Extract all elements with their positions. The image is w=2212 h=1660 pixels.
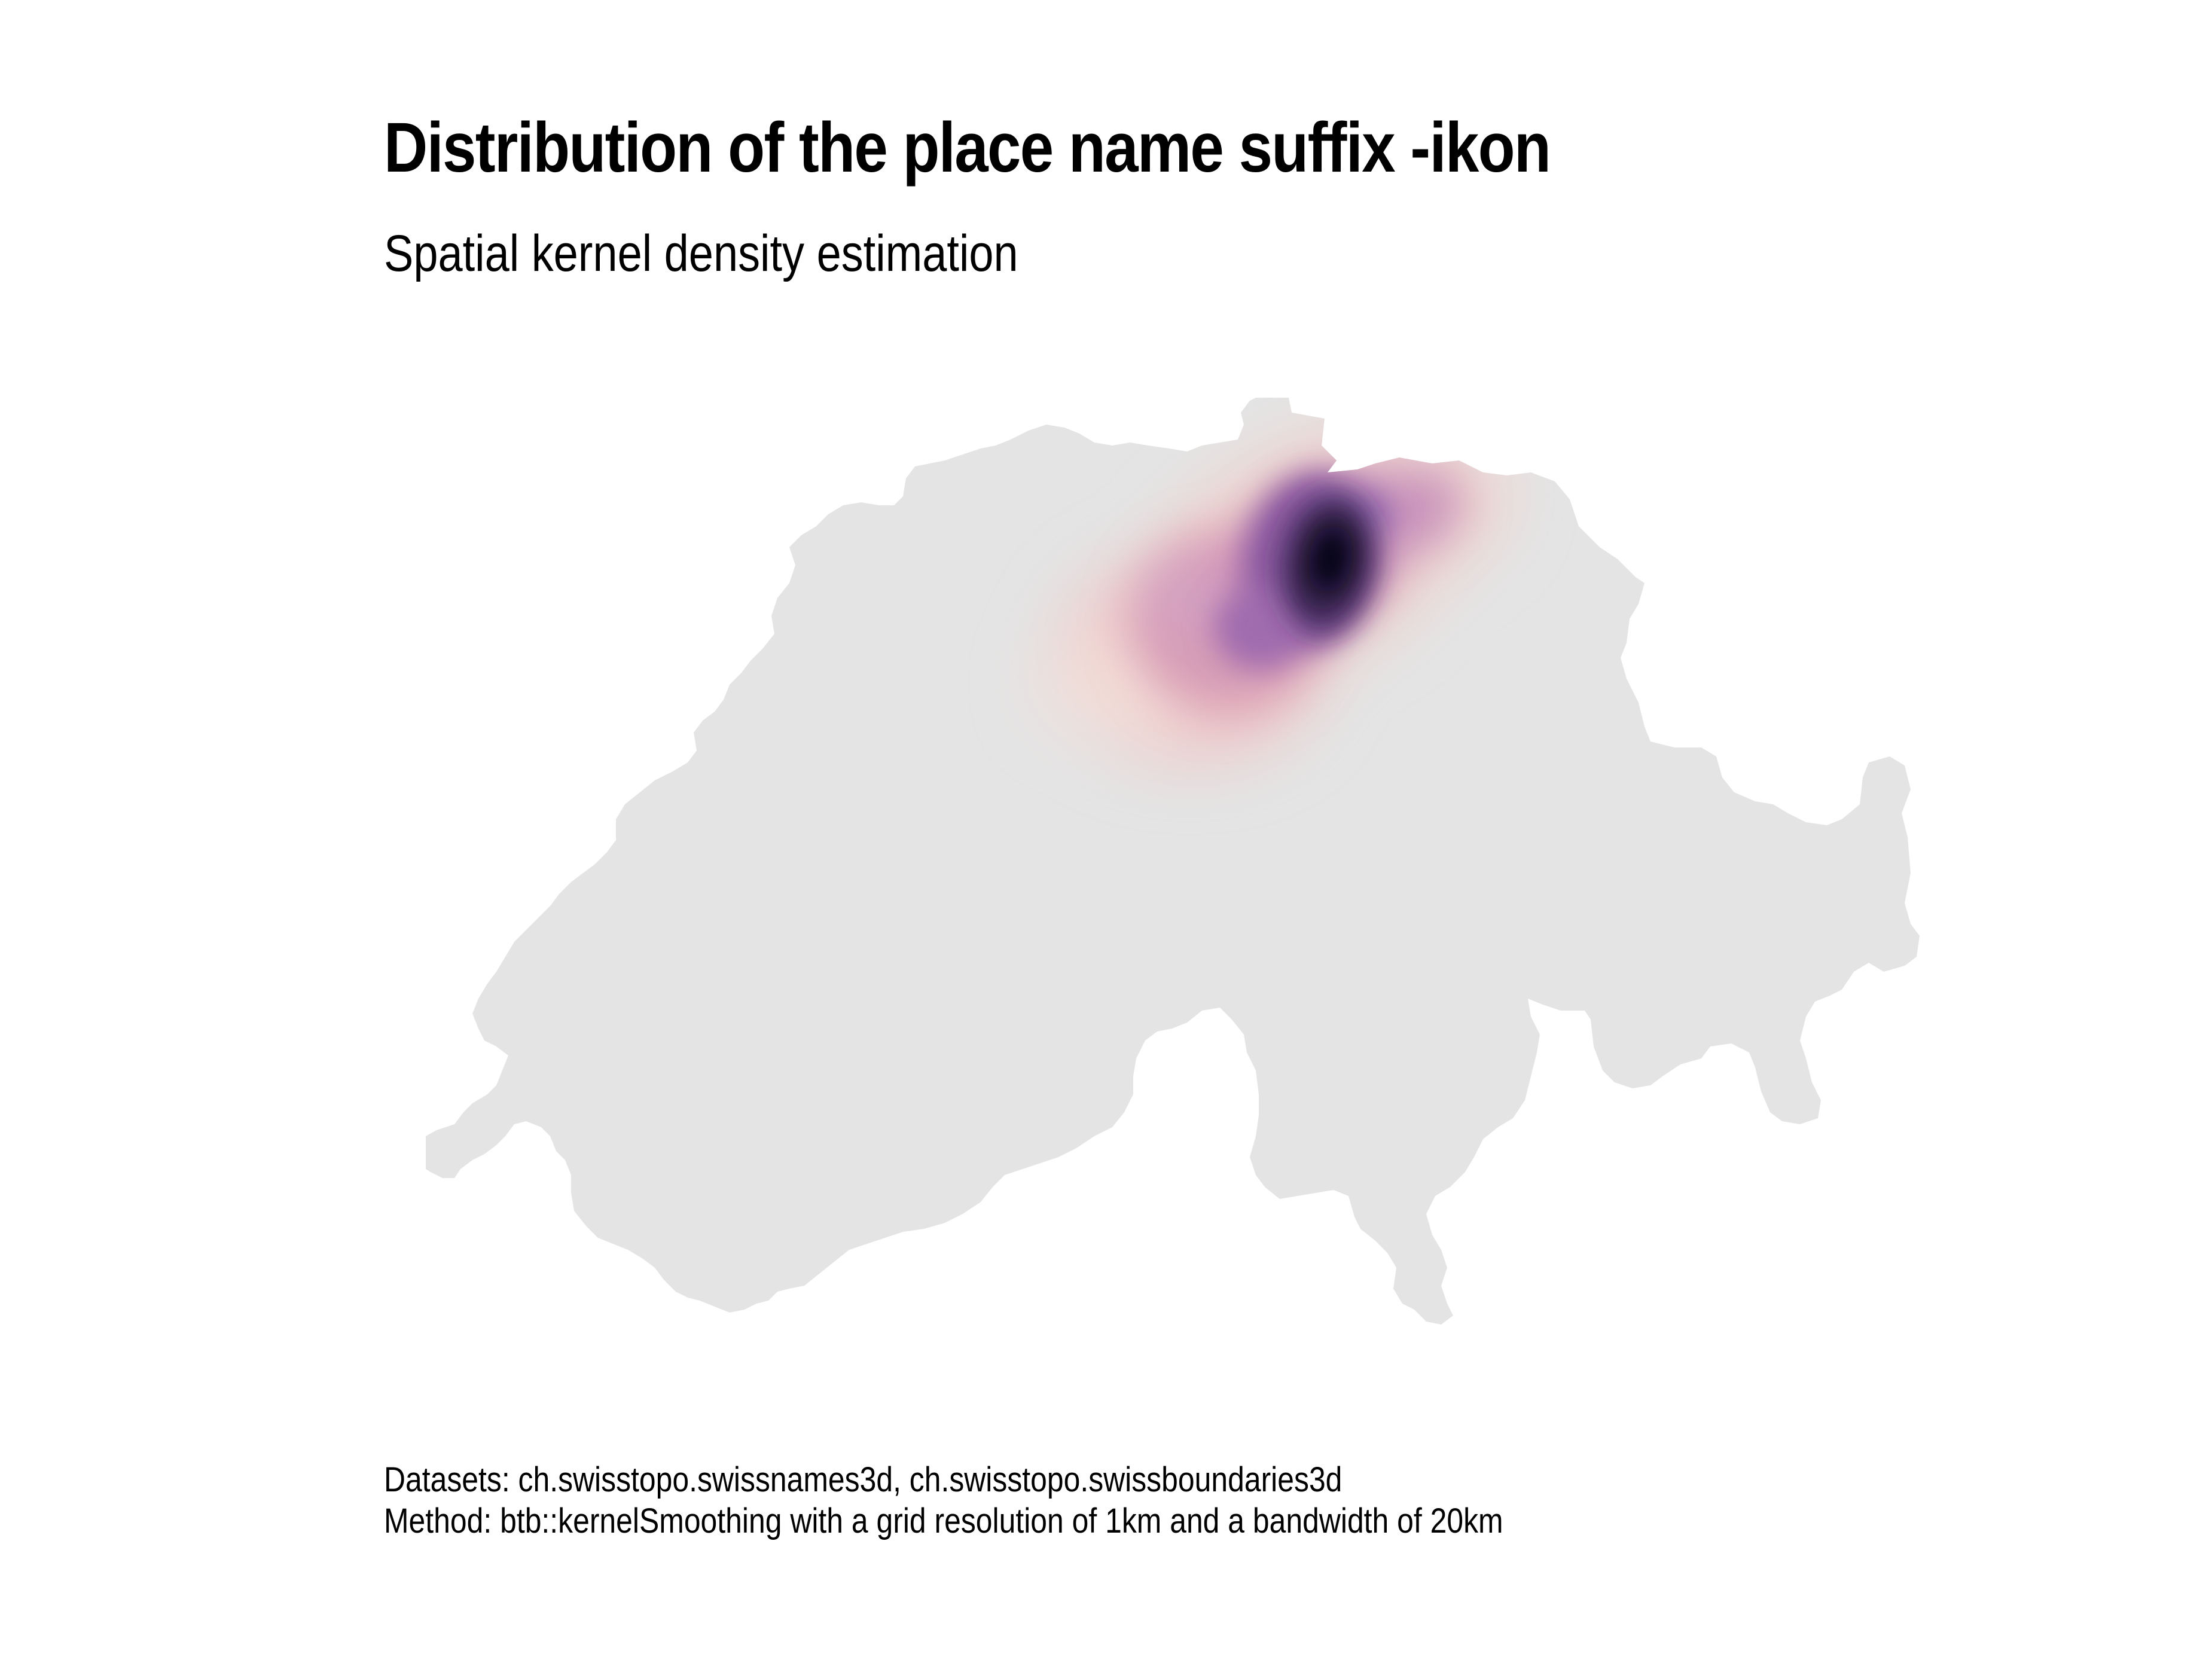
map-subtitle: Spatial kernel density estimation — [384, 225, 1018, 282]
map-title: Distribution of the place name suffix -i… — [384, 108, 1551, 187]
switzerland-outline — [426, 398, 1920, 1325]
caption-method: Method: btb::kernelSmoothing with a grid… — [384, 1502, 1503, 1540]
caption-datasets: Datasets: ch.swisstopo.swissnames3d, ch.… — [384, 1460, 1343, 1499]
density-surface — [1041, 428, 1505, 759]
map-caption: Datasets: ch.swisstopo.swissnames3d, ch.… — [384, 1459, 1503, 1542]
